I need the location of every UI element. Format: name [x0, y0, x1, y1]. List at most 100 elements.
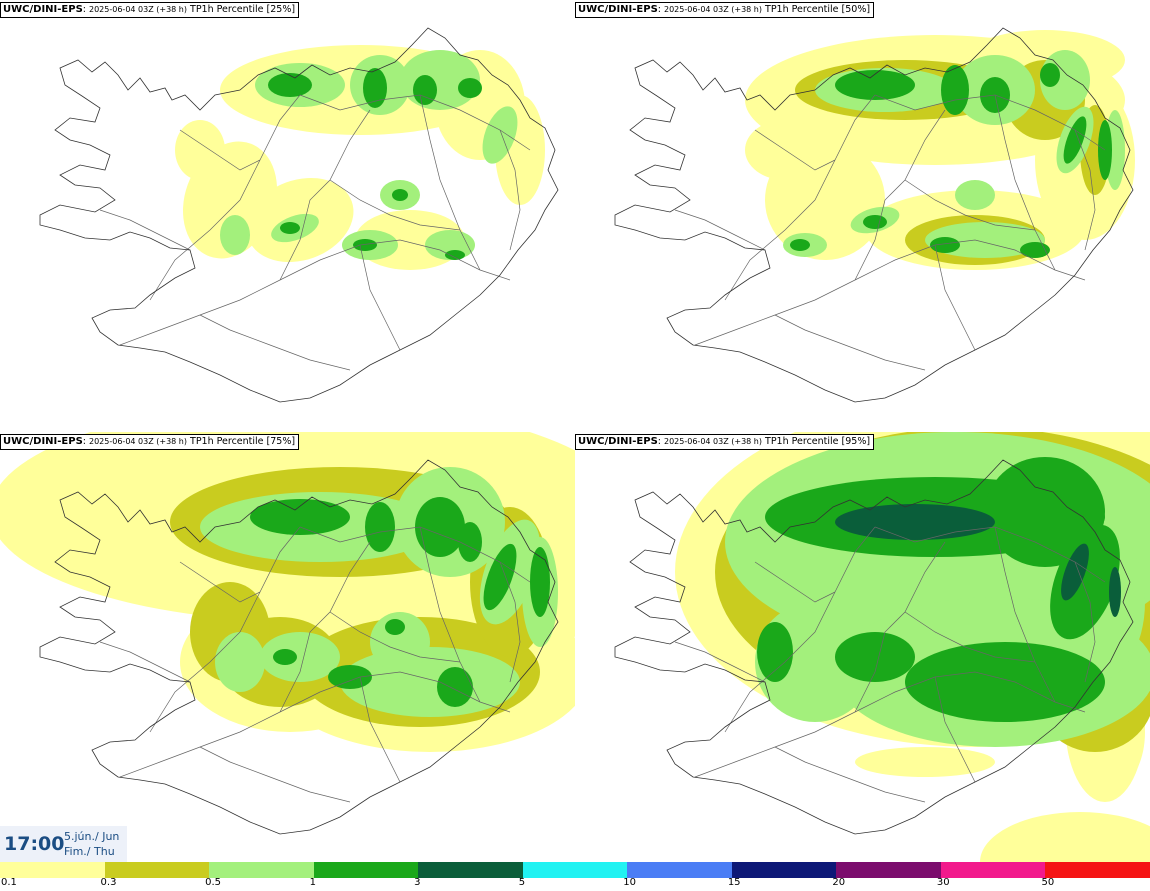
color-scale-tick: 0.3 [100, 877, 117, 888]
precip-area [1061, 543, 1089, 601]
road-line [499, 561, 521, 683]
precip-area [835, 632, 915, 682]
road-line [359, 676, 401, 783]
road-line [994, 94, 1056, 271]
color-scale-segment [836, 862, 941, 878]
precip-layer [675, 432, 1150, 862]
color-scale-tick: 0.1 [1, 877, 17, 888]
road-line [1074, 129, 1096, 251]
road-network [674, 94, 1106, 371]
panel-title: UWC/DINI-EPS: 2025-06-04 03Z (+38 h) TP1… [0, 434, 300, 450]
road-line [774, 746, 926, 803]
color-scale-bar [0, 862, 1150, 878]
map-panel-p95: UWC/DINI-EPS: 2025-06-04 03Z (+38 h) TP1… [575, 432, 1150, 862]
precip-area [1063, 116, 1087, 164]
precip-layer [175, 45, 545, 270]
precip-area [1050, 524, 1120, 640]
precip-area [273, 649, 297, 665]
road-line [499, 129, 521, 251]
precip-area [215, 632, 265, 692]
color-scale-segment [1045, 862, 1150, 878]
road-line [419, 94, 481, 271]
color-scale-tick: 3 [414, 877, 421, 888]
field-label: TP1h Percentile [25%] [190, 4, 296, 15]
road-line [179, 129, 261, 171]
run-time: 2025-06-04 03Z (+38 h) [664, 5, 762, 14]
model-name: UWC/DINI-EPS [578, 436, 658, 447]
precip-layer [745, 30, 1135, 270]
color-scale-tick: 50 [1041, 877, 1055, 888]
precip-area [980, 812, 1150, 862]
color-scale-segment [104, 862, 210, 878]
map-panel-p50: UWC/DINI-EPS: 2025-06-04 03Z (+38 h) TP1… [575, 0, 1150, 430]
precip-area [260, 632, 340, 682]
precip-area [905, 642, 1105, 722]
precip-area [385, 619, 405, 635]
road-line [774, 314, 926, 371]
color-scale-segment [0, 862, 105, 878]
precip-area [863, 215, 887, 229]
road-line [359, 244, 401, 351]
precip-area [365, 502, 395, 552]
road-line [329, 611, 461, 663]
precip-area [482, 106, 518, 164]
precip-area [250, 499, 350, 535]
valid-date: 5.jún./ Jun [64, 830, 120, 843]
road-line [279, 109, 371, 281]
precip-layer [0, 432, 575, 752]
road-line [149, 94, 301, 301]
precip-area [363, 68, 387, 108]
run-time: 2025-06-04 03Z (+38 h) [664, 437, 762, 446]
precip-area [985, 457, 1105, 567]
precip-area [268, 73, 312, 97]
panel-title: UWC/DINI-EPS: 2025-06-04 03Z (+38 h) TP1… [575, 434, 875, 450]
color-scale-segment [209, 862, 314, 878]
road-network [99, 526, 531, 803]
road-line [99, 641, 191, 683]
road-line [904, 179, 1036, 231]
precip-area [941, 65, 969, 115]
color-scale-tick: 15 [727, 877, 741, 888]
panel-title: UWC/DINI-EPS: 2025-06-04 03Z (+38 h) TP1… [0, 2, 300, 18]
color-scale-ticks: 0.1 0.3 0.5 1 3 5 10 15 20 30 50 [0, 877, 1150, 891]
coastline [614, 27, 1134, 403]
panel-title: UWC/DINI-EPS: 2025-06-04 03Z (+38 h) TP1… [575, 2, 875, 18]
precip-area [392, 189, 408, 201]
valid-time-box: 17:00 5.jún./ Jun Fim./ Thu [0, 826, 127, 862]
precip-area [530, 547, 550, 617]
precip-area [175, 120, 225, 180]
precip-area [458, 78, 482, 98]
color-scale-segment [418, 862, 523, 878]
road-line [99, 209, 191, 251]
precip-area [1040, 63, 1060, 87]
precip-area [220, 215, 250, 255]
color-scale-tick: 10 [623, 877, 636, 888]
precip-area [835, 504, 995, 540]
precip-area [790, 239, 810, 251]
precip-area [105, 497, 175, 537]
color-scale-segment [731, 862, 837, 878]
field-label: TP1h Percentile [75%] [190, 436, 296, 447]
road-line [694, 671, 1086, 778]
road-line [119, 671, 511, 778]
road-line [674, 641, 766, 683]
road-line [1074, 561, 1096, 683]
color-scale-tick: 20 [832, 877, 846, 888]
model-name: UWC/DINI-EPS [578, 4, 658, 15]
field-label: TP1h Percentile [50%] [765, 4, 871, 15]
precip-map-svg [0, 432, 575, 835]
precip-area [353, 239, 377, 251]
road-line [279, 541, 371, 713]
road-line [199, 746, 351, 803]
precip-area [1020, 242, 1050, 258]
valid-time: 17:00 [4, 833, 65, 855]
road-line [329, 179, 461, 231]
precip-area [437, 667, 473, 707]
color-scale-segment [940, 862, 1046, 878]
road-line [724, 526, 876, 733]
road-network [99, 94, 531, 371]
coastline [39, 27, 559, 403]
precip-area [930, 237, 960, 253]
road-line [854, 541, 946, 713]
color-scale-tick: 5 [518, 877, 526, 888]
